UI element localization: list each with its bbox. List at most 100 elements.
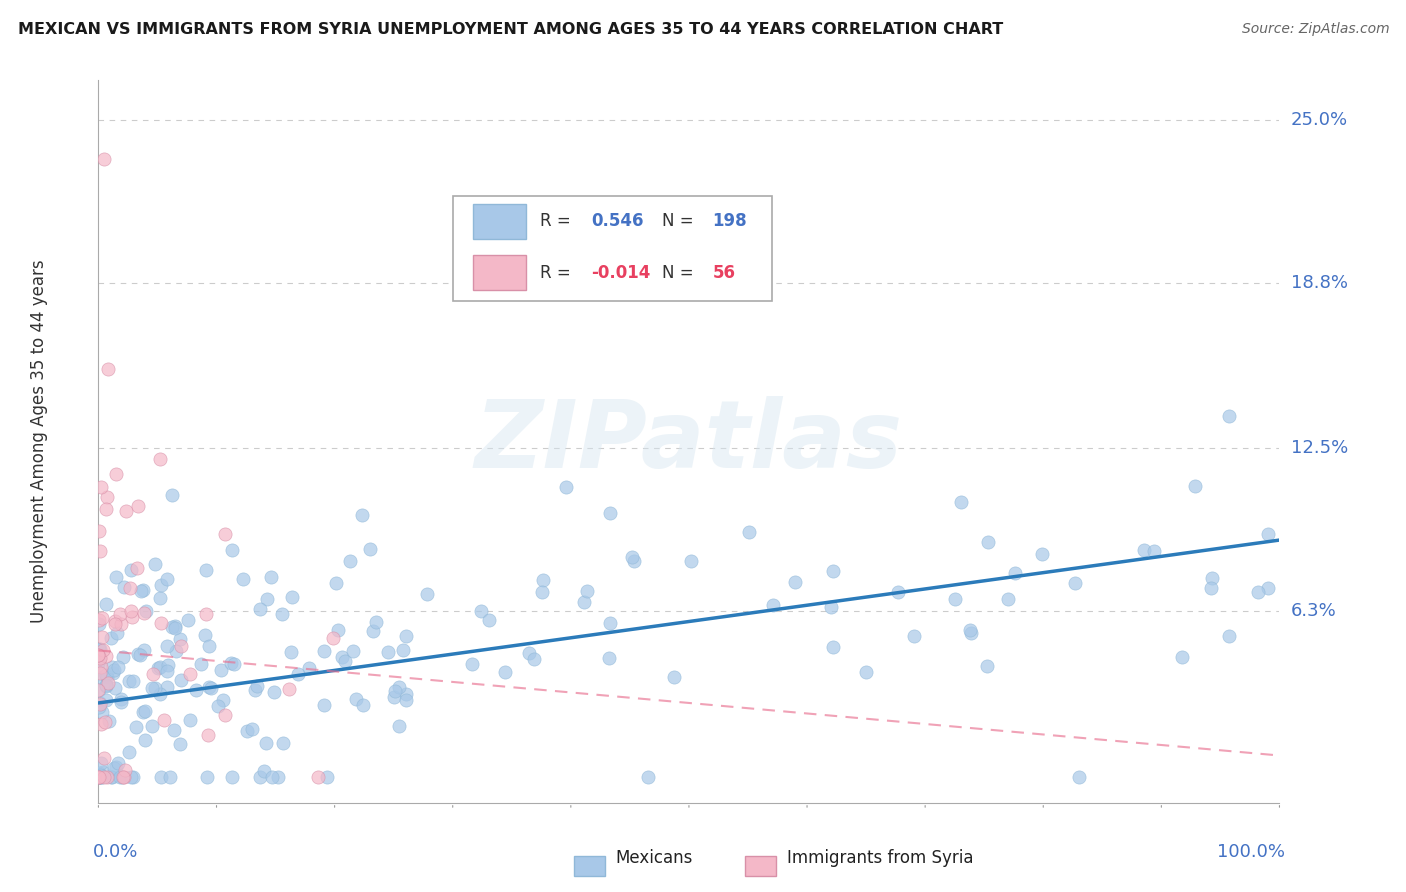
Point [90,756,112,770]
Point [575,583,598,598]
Point [314,644,336,658]
Point [195,563,218,577]
Point [143,557,166,571]
FancyBboxPatch shape [453,196,772,301]
Point [598,650,620,665]
Point [322,632,344,646]
Point [342,644,364,658]
Point [170,673,193,687]
Point [392,643,415,657]
Text: 12.5%: 12.5% [1291,439,1348,457]
Text: 25.0%: 25.0% [1291,111,1348,128]
Point [903,629,925,643]
Point [664,670,686,684]
Point [344,692,367,706]
Point [122,674,145,689]
Point [91,765,114,780]
Point [221,656,243,670]
Point [287,666,309,681]
Point [89,696,111,710]
Point [93,770,115,784]
Point [89,544,111,558]
Point [887,585,910,599]
Point [128,648,150,662]
Point [110,695,132,709]
Point [87,648,110,662]
Point [637,770,659,784]
Point [977,534,1000,549]
Text: 198: 198 [713,212,747,230]
Text: Mexicans: Mexicans [616,849,693,867]
Point [153,713,176,727]
Point [100,770,122,784]
Point [382,690,405,704]
Point [101,660,124,674]
Point [169,632,191,647]
Point [169,639,191,653]
FancyBboxPatch shape [472,204,526,239]
Point [271,736,294,750]
Point [87,672,110,686]
Point [388,719,411,733]
Point [91,630,114,644]
Point [89,642,111,657]
Point [103,761,125,775]
Point [352,508,374,523]
Point [155,640,177,654]
Point [236,724,259,739]
Point [87,770,110,784]
Point [120,582,142,596]
Point [103,665,125,680]
Point [221,543,243,558]
Point [620,549,643,564]
Point [157,658,180,673]
Point [599,507,621,521]
Point [110,616,132,631]
Point [108,607,131,621]
Point [395,692,418,706]
Point [89,770,111,784]
Point [353,698,375,713]
Point [165,621,187,635]
Point [1064,576,1087,591]
Point [359,541,381,556]
Point [200,681,222,696]
Point [186,682,208,697]
Text: 0.546: 0.546 [591,212,644,230]
Point [197,727,219,741]
Point [1143,544,1166,558]
Point [94,679,117,693]
Point [87,613,110,627]
Point [361,624,384,638]
Point [149,687,172,701]
Point [96,670,118,684]
Point [494,665,516,679]
Point [132,643,155,657]
Point [112,770,135,784]
Point [89,767,111,781]
Point [330,650,353,665]
Point [395,629,418,643]
Point [114,504,136,518]
Text: Unemployment Among Ages 35 to 44 years: Unemployment Among Ages 35 to 44 years [31,260,48,624]
Point [169,737,191,751]
Point [785,575,807,590]
Point [108,770,131,784]
Point [1171,650,1194,665]
Text: Immigrants from Syria: Immigrants from Syria [787,849,974,867]
Point [163,723,186,737]
Point [94,648,117,663]
Point [1184,479,1206,493]
Point [94,714,117,729]
Point [112,650,135,665]
Point [91,643,114,657]
Point [820,600,842,615]
Point [222,657,245,672]
Point [253,764,276,779]
Point [100,632,122,646]
Point [105,570,128,584]
Point [87,770,110,784]
Point [141,681,163,695]
Point [96,692,118,706]
Point [762,599,785,613]
